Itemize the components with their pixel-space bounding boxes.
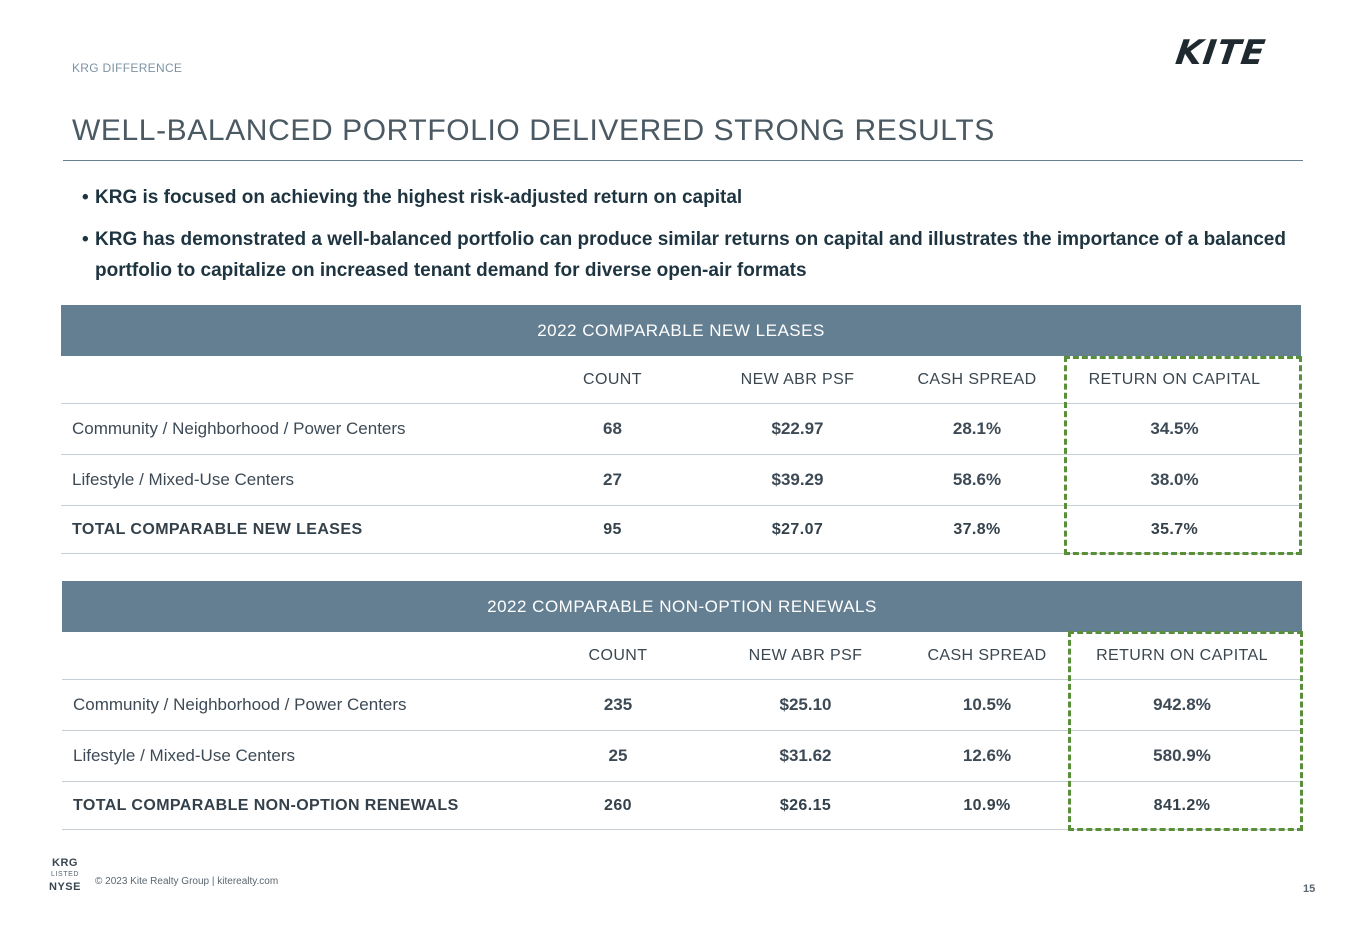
renewals-heading: 2022 COMPARABLE NON-OPTION RENEWALS bbox=[62, 581, 1302, 632]
row-count: 27 bbox=[603, 470, 622, 489]
row-count: 25 bbox=[608, 746, 628, 765]
kite-logo: KITE bbox=[1173, 32, 1310, 74]
row-count: 68 bbox=[603, 419, 622, 438]
new-leases-heading: 2022 COMPARABLE NEW LEASES bbox=[61, 305, 1301, 356]
total-return-on-capital: 841.2% bbox=[1153, 796, 1211, 814]
row-cash-spread: 58.6% bbox=[952, 470, 1002, 489]
header-cash-spread: CASH SPREAD bbox=[927, 646, 1047, 664]
total-row: TOTAL COMPARABLE NEW LEASES 95 $27.07 37… bbox=[61, 506, 1301, 554]
row-return-on-capital: 580.9% bbox=[1153, 746, 1211, 765]
header-return-on-capital: RETURN ON CAPITAL bbox=[1096, 646, 1268, 664]
total-label: TOTAL COMPARABLE NEW LEASES bbox=[72, 520, 363, 538]
title-divider bbox=[63, 160, 1303, 161]
header-return-on-capital: RETURN ON CAPITAL bbox=[1088, 370, 1261, 388]
row-new-abr-psf: $31.62 bbox=[779, 746, 832, 765]
row-cash-spread: 28.1% bbox=[952, 419, 1002, 438]
row-label: Lifestyle / Mixed-Use Centers bbox=[72, 470, 295, 489]
row-label: Lifestyle / Mixed-Use Centers bbox=[73, 746, 296, 765]
row-label: Community / Neighborhood / Power Centers bbox=[72, 419, 406, 438]
section-tag: KRG DIFFERENCE bbox=[72, 61, 183, 75]
header-new-abr-psf: NEW ABR PSF bbox=[748, 646, 863, 664]
row-cash-spread: 12.6% bbox=[962, 746, 1012, 765]
badge-krg: KRG bbox=[52, 857, 78, 869]
row-cash-spread: 10.5% bbox=[962, 695, 1012, 714]
row-count: 235 bbox=[603, 695, 633, 714]
badge-listed: LISTED bbox=[50, 871, 80, 878]
total-cash-spread: 10.9% bbox=[963, 796, 1011, 814]
bullet-list: KRG is focused on achieving the highest … bbox=[82, 182, 1292, 297]
badge-nyse: NYSE bbox=[49, 881, 81, 893]
table-row: Lifestyle / Mixed-Use Centers 27 $39.29 … bbox=[61, 455, 1301, 506]
row-return-on-capital: 38.0% bbox=[1150, 470, 1199, 489]
total-count: 260 bbox=[604, 796, 632, 814]
total-return-on-capital: 35.7% bbox=[1150, 520, 1199, 538]
page-title: WELL-BALANCED PORTFOLIO DELIVERED STRONG… bbox=[72, 114, 995, 147]
row-new-abr-psf: $22.97 bbox=[771, 419, 824, 438]
header-new-abr-psf: NEW ABR PSF bbox=[740, 370, 855, 388]
page-number: 15 bbox=[1303, 883, 1316, 895]
table-header-row: COUNT NEW ABR PSF CASH SPREAD RETURN ON … bbox=[61, 356, 1301, 404]
total-row: TOTAL COMPARABLE NON-OPTION RENEWALS 260… bbox=[62, 782, 1302, 830]
total-new-abr-psf: $26.15 bbox=[779, 796, 832, 814]
table-header-row: COUNT NEW ABR PSF CASH SPREAD RETURN ON … bbox=[62, 632, 1302, 680]
new-leases-table: 2022 COMPARABLE NEW LEASES COUNT NEW ABR… bbox=[61, 305, 1301, 554]
table-row: Lifestyle / Mixed-Use Centers 25 $31.62 … bbox=[62, 731, 1302, 782]
row-new-abr-psf: $39.29 bbox=[771, 470, 824, 489]
table-row: Community / Neighborhood / Power Centers… bbox=[61, 404, 1301, 455]
row-new-abr-psf: $25.10 bbox=[779, 695, 832, 714]
total-cash-spread: 37.8% bbox=[953, 520, 1001, 538]
row-return-on-capital: 34.5% bbox=[1150, 419, 1199, 438]
table-row: Community / Neighborhood / Power Centers… bbox=[62, 680, 1302, 731]
total-new-abr-psf: $27.07 bbox=[771, 520, 824, 538]
row-return-on-capital: 942.8% bbox=[1153, 695, 1211, 714]
nyse-listed-badge: KRG LISTED NYSE bbox=[48, 856, 82, 894]
bullet-item: KRG has demonstrated a well-balanced por… bbox=[82, 224, 1292, 286]
bullet-item: KRG is focused on achieving the highest … bbox=[82, 182, 1292, 213]
header-count: COUNT bbox=[583, 370, 642, 388]
renewals-table: 2022 COMPARABLE NON-OPTION RENEWALS COUN… bbox=[62, 581, 1302, 830]
total-count: 95 bbox=[603, 520, 622, 538]
copyright: © 2023 Kite Realty Group | kiterealty.co… bbox=[95, 876, 279, 887]
kite-logo-text: KITE bbox=[1173, 33, 1269, 73]
total-label: TOTAL COMPARABLE NON-OPTION RENEWALS bbox=[73, 796, 459, 814]
header-count: COUNT bbox=[588, 646, 648, 664]
row-label: Community / Neighborhood / Power Centers bbox=[73, 695, 407, 714]
header-cash-spread: CASH SPREAD bbox=[917, 370, 1037, 388]
